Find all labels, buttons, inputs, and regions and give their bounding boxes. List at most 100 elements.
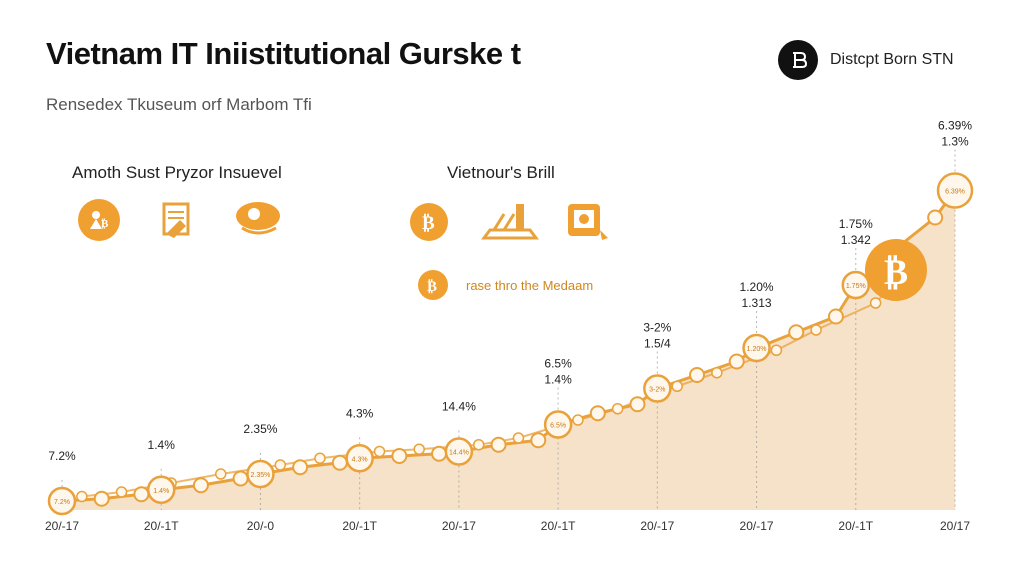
marker-label: 1.75%	[839, 217, 873, 231]
marker-inner-label: 1.75%	[846, 283, 866, 290]
mobile-wallet-icon	[564, 200, 612, 244]
right-icon-row: ₿	[410, 200, 612, 244]
marker-inner-label: 1.20%	[747, 346, 767, 353]
marker-inner-label: 3-2%	[649, 387, 665, 394]
building-icon	[480, 200, 540, 244]
marker-label: 6.39%	[938, 119, 972, 133]
x-tick-label: 20/-1T	[838, 519, 873, 533]
data-point-secondary	[711, 367, 723, 379]
marker-sublabel: 1.3%	[941, 135, 969, 149]
marker-point	[47, 486, 77, 516]
svg-text:₿: ₿	[427, 277, 437, 295]
data-point	[93, 490, 110, 507]
data-point	[629, 396, 646, 413]
page-subtitle: Rensedex Tkuseum orf Marbom Tfi	[46, 95, 312, 114]
data-point-secondary	[115, 486, 128, 498]
svg-text:₿: ₿	[101, 217, 109, 230]
x-tick-label: 20/-17	[45, 519, 79, 533]
marker-label: 2.35%	[243, 422, 277, 436]
label-layer: 7.2% 1.4% 2.35% 4.3% 14.4% 6.5% 1.4% 3-2% 1.5/4 1…	[48, 119, 972, 464]
legend-note: ₿ rase thro the Medaam	[418, 270, 593, 300]
marker-label: 14.4%	[442, 400, 476, 414]
marker-point	[643, 374, 672, 403]
svg-text:₿: ₿	[422, 212, 435, 234]
x-tick-label: 20/-1T	[144, 519, 179, 533]
marker-inner-label: 14.4%	[449, 450, 469, 457]
marker-label: 1.20%	[740, 280, 774, 294]
marker-label: 6.5%	[544, 357, 572, 371]
data-point	[133, 486, 150, 503]
marker-inner-label: 7.2%	[54, 499, 70, 506]
marker-label: 1.4%	[148, 438, 176, 452]
data-point	[530, 432, 547, 449]
legend-note-text: rase thro the Medaam	[466, 277, 594, 293]
bitcoin-badge-icon: ₿	[865, 239, 927, 301]
data-point	[331, 454, 348, 471]
marker-inner-label: 1.4%	[153, 488, 169, 495]
marker-inner-label: 6.39%	[945, 189, 965, 196]
data-point-secondary	[314, 452, 326, 464]
data-point-secondary	[76, 490, 88, 503]
data-point	[788, 324, 805, 341]
bitcoin-man-icon: ₿	[78, 199, 120, 241]
area-layer	[62, 190, 955, 510]
data-point	[391, 448, 408, 464]
dot-layer: 7.2% 1.4% 2.35% 4.3% 14.4% 6.5% 3-2% 1.20% 1.75%…	[47, 172, 974, 516]
marker-point	[841, 270, 871, 300]
x-tick-label: 20/-0	[247, 519, 275, 533]
data-point-secondary	[611, 403, 624, 415]
chart-area	[62, 190, 955, 510]
right-group-label: Vietnour's Brill	[447, 163, 555, 182]
x-tick-label: 20/-1T	[342, 519, 377, 533]
marker-point	[936, 172, 974, 209]
bitcoin-small-icon: ₿	[418, 270, 448, 300]
marker-point	[146, 475, 176, 504]
data-point-secondary	[671, 380, 683, 392]
data-point	[927, 209, 944, 226]
x-tick-label: 20/17	[940, 519, 970, 533]
data-point-secondary	[770, 344, 783, 356]
marker-point	[543, 410, 573, 439]
x-tick-label: 20/-1T	[541, 519, 576, 533]
data-point	[292, 459, 309, 476]
marker-point	[742, 333, 771, 363]
marker-sublabel: 1.4%	[544, 373, 572, 387]
data-point-secondary	[215, 468, 227, 480]
data-point	[589, 405, 606, 422]
tick-layer: 20/-17 20/-1T 20/-0 20/-1T 20/-17 20/-1T 20/-1…	[45, 519, 970, 533]
data-point	[192, 477, 209, 494]
x-tick-label: 20/-17	[442, 519, 476, 533]
marker-point	[444, 437, 474, 466]
marker-inner-label: 6.5%	[550, 423, 566, 430]
brand-logo-icon	[778, 40, 818, 80]
data-point	[728, 353, 745, 370]
left-group-label: Amoth Sust Pryzor Insuevel	[72, 163, 282, 182]
marker-label: 7.2%	[48, 449, 76, 463]
marker-point	[345, 444, 374, 473]
x-tick-label: 20/-17	[740, 519, 774, 533]
left-icon-row: ₿	[78, 198, 284, 242]
marker-inner-label: 2.35%	[251, 472, 271, 479]
page-title: Vietnam IT Iniistitutional Gurske t	[46, 36, 521, 71]
data-point	[232, 470, 249, 487]
marker-sublabel: 1.313	[742, 296, 772, 310]
x-tick-label: 20/-17	[640, 519, 674, 533]
bitcoin-icon: ₿	[410, 203, 448, 241]
data-point	[431, 445, 448, 462]
svg-text:₿: ₿	[884, 252, 908, 293]
marker-label: 3-2%	[643, 321, 671, 335]
data-point-secondary	[810, 324, 822, 336]
brand-text: Distcpt Born STN	[830, 51, 954, 68]
data-point	[827, 308, 844, 325]
marker-sublabel: 1.5/4	[644, 337, 671, 351]
wallet-coin-icon	[232, 198, 284, 242]
data-point-secondary	[512, 432, 525, 444]
guide-layer	[61, 149, 956, 510]
document-hand-icon	[154, 198, 198, 242]
data-point	[689, 367, 706, 383]
marker-label: 4.3%	[346, 406, 374, 420]
data-point	[490, 436, 507, 453]
marker-inner-label: 4.3%	[352, 456, 368, 463]
brand: Distcpt Born STN	[778, 40, 954, 80]
